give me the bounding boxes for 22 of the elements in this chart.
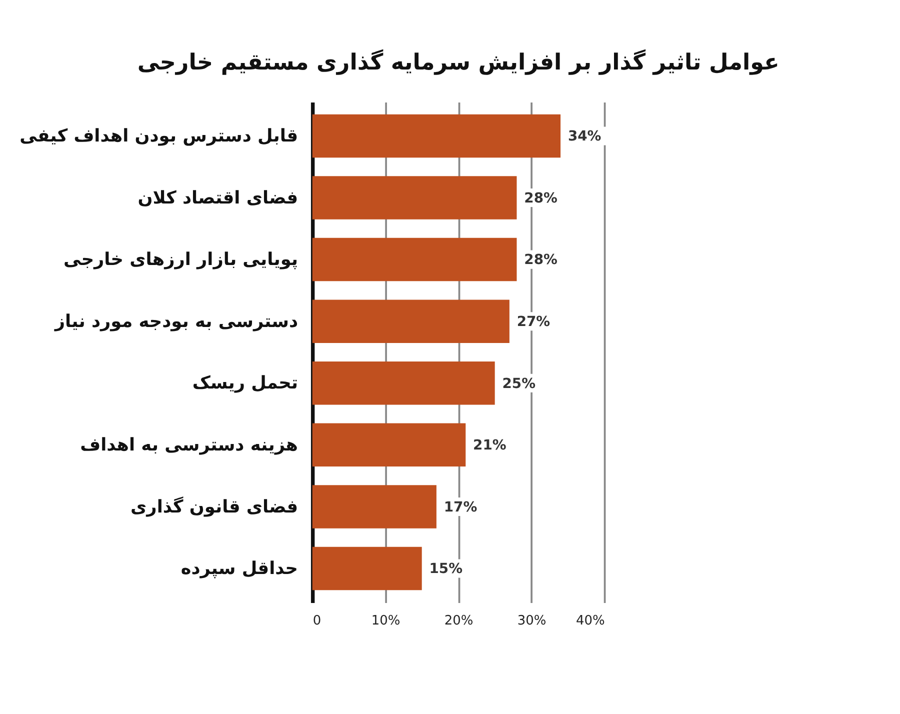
chart-title: عوامل تاثیر گذار بر افزایش سرمایه گذاری مستقیم خارجی <box>137 48 780 76</box>
x-tick-label: 40% <box>576 613 605 628</box>
x-tick-label: 30% <box>517 613 546 628</box>
y-tick-label: قابل دسترس بودن اهداف کیفی <box>20 126 298 147</box>
data-label: 17% <box>444 499 478 516</box>
data-label: 15% <box>429 561 463 578</box>
x-tick-label: 20% <box>444 613 474 628</box>
x-tick-label: 10% <box>371 613 400 628</box>
data-label: 25% <box>502 376 536 392</box>
data-label: 34% <box>568 128 602 145</box>
y-tick-label: تحمل ریسک <box>192 374 298 394</box>
y-tick-label: دسترسی به بودجه مورد نیاز <box>54 312 298 332</box>
x-tick-label: 0 <box>312 613 322 628</box>
data-label: 28% <box>524 252 558 268</box>
y-tick-label: هزینه دسترسی به اهداف <box>80 435 298 456</box>
data-label: 28% <box>524 190 558 206</box>
y-tick-label: حداقل سپرده <box>180 559 298 580</box>
data-label: 21% <box>473 438 506 454</box>
y-tick-label: فضای قانون گذاری <box>130 495 298 518</box>
y-tick-label: پویایی بازار ارزهای خارجی <box>64 250 298 270</box>
data-label: 27% <box>516 314 550 330</box>
y-tick-label: فضای اقتصاد کلان <box>138 188 298 208</box>
